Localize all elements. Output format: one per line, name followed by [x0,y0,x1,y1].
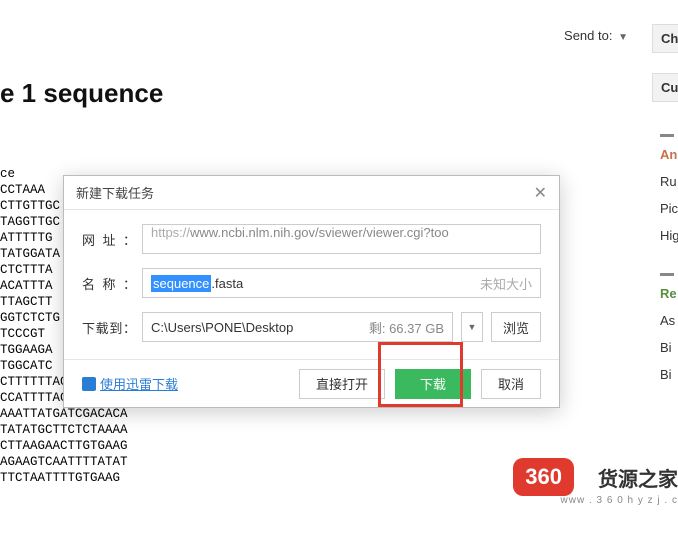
cancel-button[interactable]: 取消 [481,369,541,399]
path-dropdown-button[interactable]: ▼ [461,312,483,342]
sidebar-run[interactable]: Ru [652,168,678,195]
logo-text: 货源之家 [598,463,678,492]
close-icon[interactable]: ✕ [534,183,547,203]
sidebar-bio[interactable]: Bi [652,334,678,361]
xunlei-link[interactable]: 使用迅雷下载 [82,374,178,393]
path-input[interactable]: C:\Users\PONE\Desktop 剩: 66.37 GB [142,312,453,342]
filename-input[interactable]: sequence.fasta 未知大小 [142,268,541,298]
download-dialog: 新建下载任务 ✕ 网址： https://www.ncbi.nlm.nih.go… [63,175,560,408]
logo-subtext: www . 3 6 0 h y z j . c [561,495,678,506]
url-label: 网址： [82,230,136,249]
filesize-label: 未知大小 [480,274,532,293]
chevron-down-icon: ▼ [618,32,628,43]
sidebar-ass[interactable]: As [652,307,678,334]
sidebar-ch[interactable]: Ch [652,24,678,53]
right-sidebar: Ch Cu An Ru Pic Hig Re As Bi Bi [652,0,678,534]
logo-icon: 360 [513,458,574,496]
browse-button[interactable]: 浏览 [491,312,541,342]
dialog-title: 新建下载任务 [76,183,154,202]
sidebar-re: Re [652,280,678,307]
send-to-label: Send to: [564,28,612,43]
sidebar-cu[interactable]: Cu [652,73,678,102]
send-to-menu[interactable]: Send to: ▼ [564,28,628,43]
open-direct-button[interactable]: 直接打开 [299,369,385,399]
dialog-titlebar: 新建下载任务 ✕ [64,176,559,210]
filename-selected: sequence [151,275,211,292]
sidebar-bio2[interactable]: Bi [652,361,678,388]
url-input[interactable]: https://www.ncbi.nlm.nih.gov/sviewer/vie… [142,224,541,254]
xunlei-icon [82,377,96,391]
page-title: e 1 sequence [0,78,163,109]
download-button[interactable]: 下载 [395,369,471,399]
sidebar-an: An [652,141,678,168]
sidebar-pic[interactable]: Pic [652,195,678,222]
saveto-label: 下载到： [82,318,136,337]
sidebar-hig[interactable]: Hig [652,222,678,249]
name-label: 名称： [82,274,136,293]
